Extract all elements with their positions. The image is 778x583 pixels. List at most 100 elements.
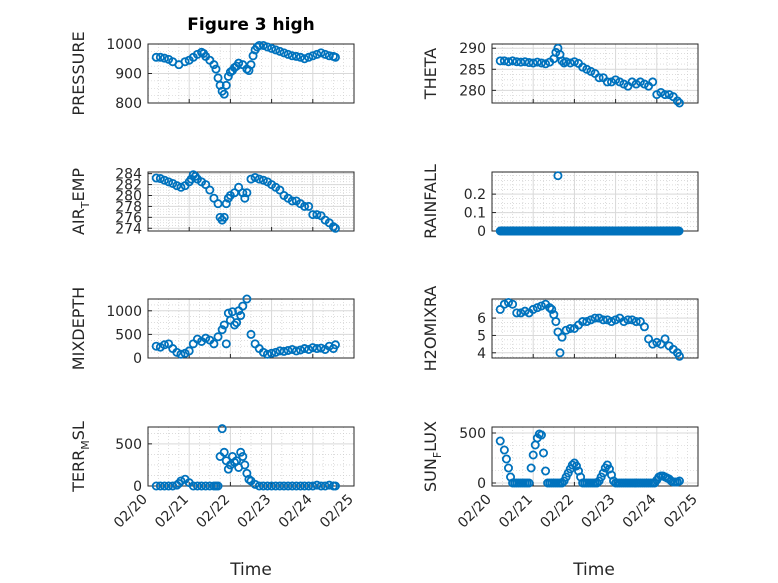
data-point — [197, 481, 207, 491]
data-point — [176, 476, 186, 486]
x-tick-label: 02/23 — [235, 492, 275, 532]
data-point — [279, 346, 289, 356]
plot-frame — [147, 43, 355, 104]
data-series — [151, 170, 340, 233]
data-point — [164, 481, 174, 491]
data-point — [219, 212, 229, 222]
data-point — [271, 347, 281, 357]
y-tick-label: 5 — [477, 328, 486, 344]
data-point — [316, 481, 326, 491]
data-point — [221, 80, 231, 90]
data-point — [565, 58, 575, 68]
data-point — [287, 51, 297, 61]
data-point — [295, 52, 305, 62]
data-point — [541, 59, 551, 69]
y-tick-label: 500 — [115, 327, 142, 343]
data-point — [267, 43, 277, 53]
data-point — [557, 56, 567, 66]
data-point — [652, 337, 662, 347]
data-point — [283, 345, 293, 355]
data-point — [557, 478, 567, 488]
data-point — [219, 447, 229, 457]
y-tick-label: 276 — [115, 210, 142, 226]
data-point — [300, 201, 310, 211]
data-point — [532, 57, 542, 67]
data-point — [211, 64, 221, 74]
data-point — [267, 348, 277, 358]
data-series — [495, 297, 684, 361]
data-point — [312, 49, 322, 59]
data-point — [230, 320, 240, 330]
data-point — [295, 345, 305, 355]
y-tick-label: 274 — [115, 221, 142, 237]
y-tick-label: 800 — [115, 96, 142, 112]
x-tick-label: 02/22 — [193, 492, 233, 532]
y-tick-label: 0 — [133, 479, 142, 495]
data-point — [541, 466, 551, 476]
y-tick-label: 0.2 — [464, 187, 486, 203]
data-point — [217, 325, 227, 335]
data-point — [267, 481, 277, 491]
data-point — [291, 481, 301, 491]
data-series — [495, 171, 684, 236]
data-point — [528, 450, 538, 460]
x-tick-label: 02/21 — [152, 492, 192, 532]
data-point — [586, 315, 596, 325]
y-tick-label: 284 — [115, 167, 142, 183]
data-point — [238, 451, 248, 461]
y-axis-label-subscript: F — [431, 452, 444, 458]
data-point — [330, 340, 340, 350]
data-point — [232, 318, 242, 328]
data-point — [512, 308, 522, 318]
data-point — [569, 57, 579, 67]
data-point — [151, 173, 161, 183]
x-axis-label-right: Time — [572, 560, 615, 580]
data-point — [244, 474, 254, 484]
data-point — [205, 481, 215, 491]
data-point — [300, 481, 310, 491]
y-axis-label-main: TERR — [69, 450, 88, 493]
y-axis-label: RAINFALL — [421, 164, 440, 239]
data-point — [304, 481, 314, 491]
data-point — [674, 351, 684, 361]
y-tick-label: 285 — [459, 62, 486, 78]
data-point — [639, 322, 649, 332]
data-point — [316, 343, 326, 353]
data-point — [234, 58, 244, 68]
data-point — [240, 193, 250, 203]
axes-panel-1: 280 285 290 THETA — [421, 41, 699, 108]
data-point — [238, 188, 248, 198]
y-tick-label: 0.1 — [464, 206, 486, 222]
data-point — [258, 175, 268, 185]
data-point — [532, 303, 542, 313]
data-point — [176, 349, 186, 359]
data-point — [217, 424, 227, 434]
x-tick-label: 02/22 — [537, 492, 577, 532]
data-point — [159, 481, 169, 491]
data-point — [236, 311, 246, 321]
y-axis-label-main: SUN — [421, 458, 440, 492]
data-point — [275, 346, 285, 356]
y-axis-label: SUNFLUX — [421, 421, 444, 492]
data-point — [499, 56, 509, 66]
data-point — [551, 317, 561, 327]
data-series — [151, 424, 340, 491]
x-tick-label: 02/24 — [620, 491, 660, 531]
data-point — [300, 344, 310, 354]
data-point — [159, 340, 169, 350]
axes-panel-5: 4 56 H2OMIXRA — [421, 286, 699, 371]
axes-panel-3: 0 0.1 0.2 RAINFALL — [421, 164, 699, 240]
y-axis-label: PRESSURE — [69, 31, 88, 115]
x-tick-label: 02/20 — [111, 492, 151, 532]
data-point — [328, 222, 338, 232]
data-point — [213, 332, 223, 342]
y-tick-label: 500 — [459, 426, 486, 442]
y-tick-label: 4 — [477, 346, 486, 362]
data-point — [619, 317, 629, 327]
data-point — [330, 52, 340, 62]
y-axis-label-subscript: T — [79, 201, 92, 209]
data-point — [240, 460, 250, 470]
data-point — [501, 454, 511, 464]
data-point — [499, 445, 509, 455]
data-point — [287, 196, 297, 206]
